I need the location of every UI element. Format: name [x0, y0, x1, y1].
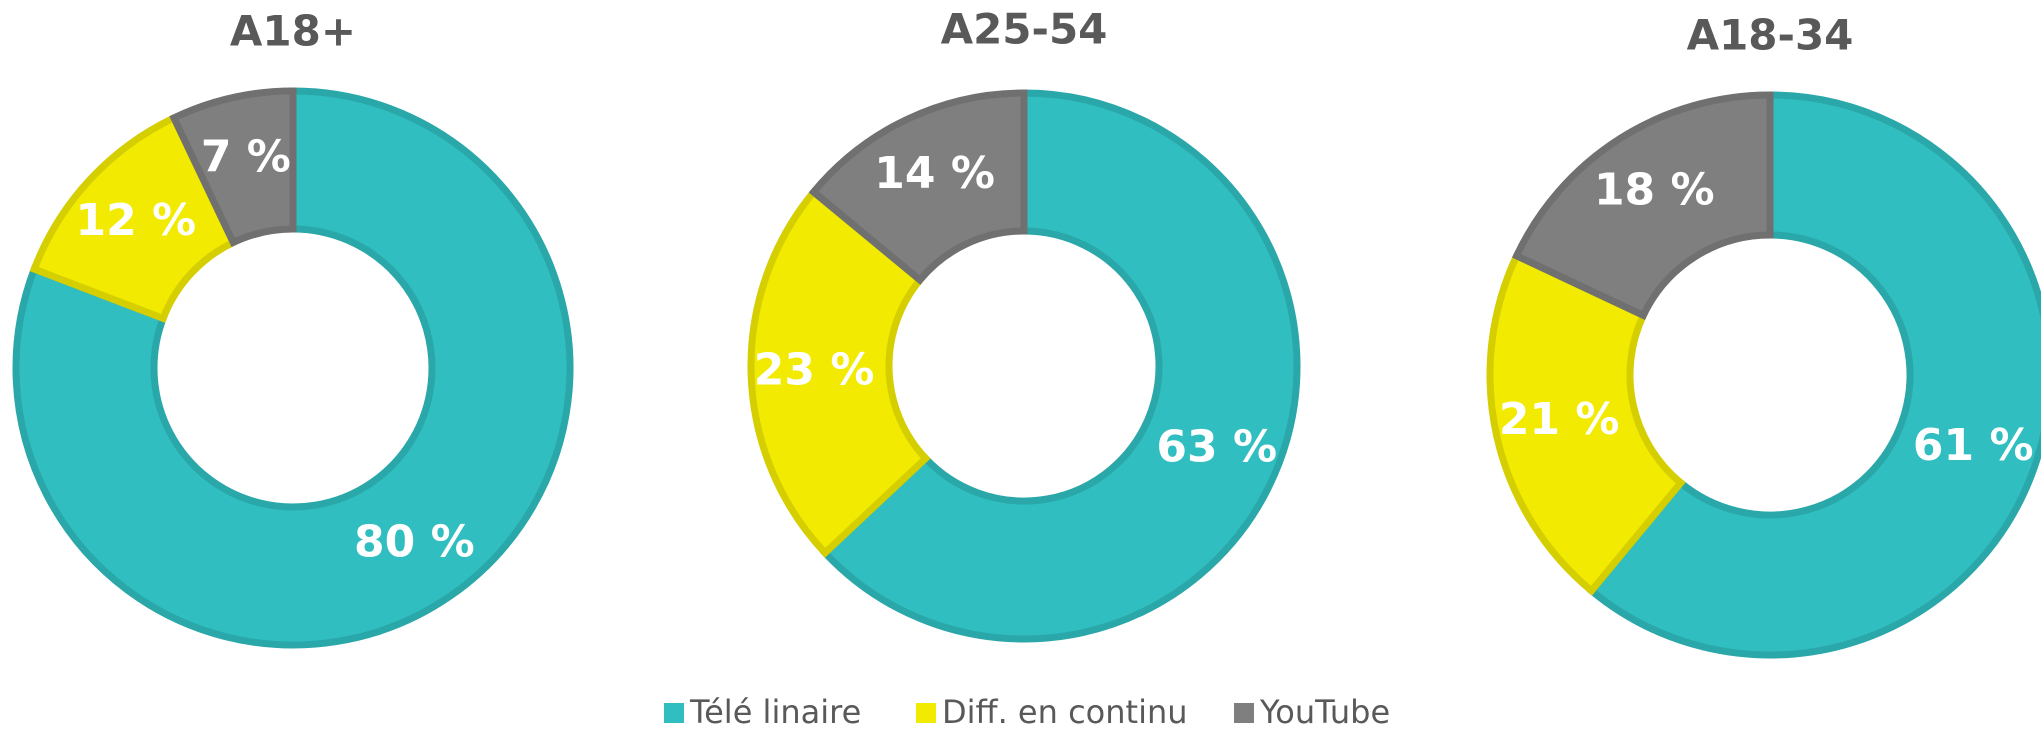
donut-segment — [29, 113, 238, 323]
data-label: 61 % — [1913, 420, 2034, 471]
legend-label: Télé linaire — [689, 693, 861, 730]
data-label: 23 % — [754, 345, 875, 396]
donut-segment — [808, 89, 1028, 285]
legend-swatch — [664, 703, 684, 723]
legend-label: Diff. en continu — [942, 693, 1188, 730]
donut-segment — [747, 187, 931, 558]
chart-title: A18+ — [230, 7, 356, 56]
donut-segment — [1586, 91, 2041, 659]
data-label: 14 % — [874, 148, 995, 199]
data-label: 7 % — [201, 131, 291, 182]
legend-swatch — [1234, 703, 1254, 723]
donut-segment — [820, 89, 1301, 643]
donut-segment — [169, 87, 297, 248]
legend-swatch — [916, 703, 936, 723]
donut-segment — [1486, 251, 1686, 596]
data-label: 12 % — [75, 195, 196, 246]
data-label: 63 % — [1156, 421, 1277, 472]
donut-segment — [12, 87, 574, 649]
legend-label: YouTube — [1259, 693, 1390, 730]
donut-segment — [1511, 91, 1774, 321]
chart-title: A18-34 — [1687, 11, 1854, 60]
data-label: 18 % — [1594, 165, 1715, 216]
chart-title: A25-54 — [941, 5, 1108, 54]
data-label: 21 % — [1499, 394, 1620, 445]
data-label: 80 % — [354, 516, 475, 567]
